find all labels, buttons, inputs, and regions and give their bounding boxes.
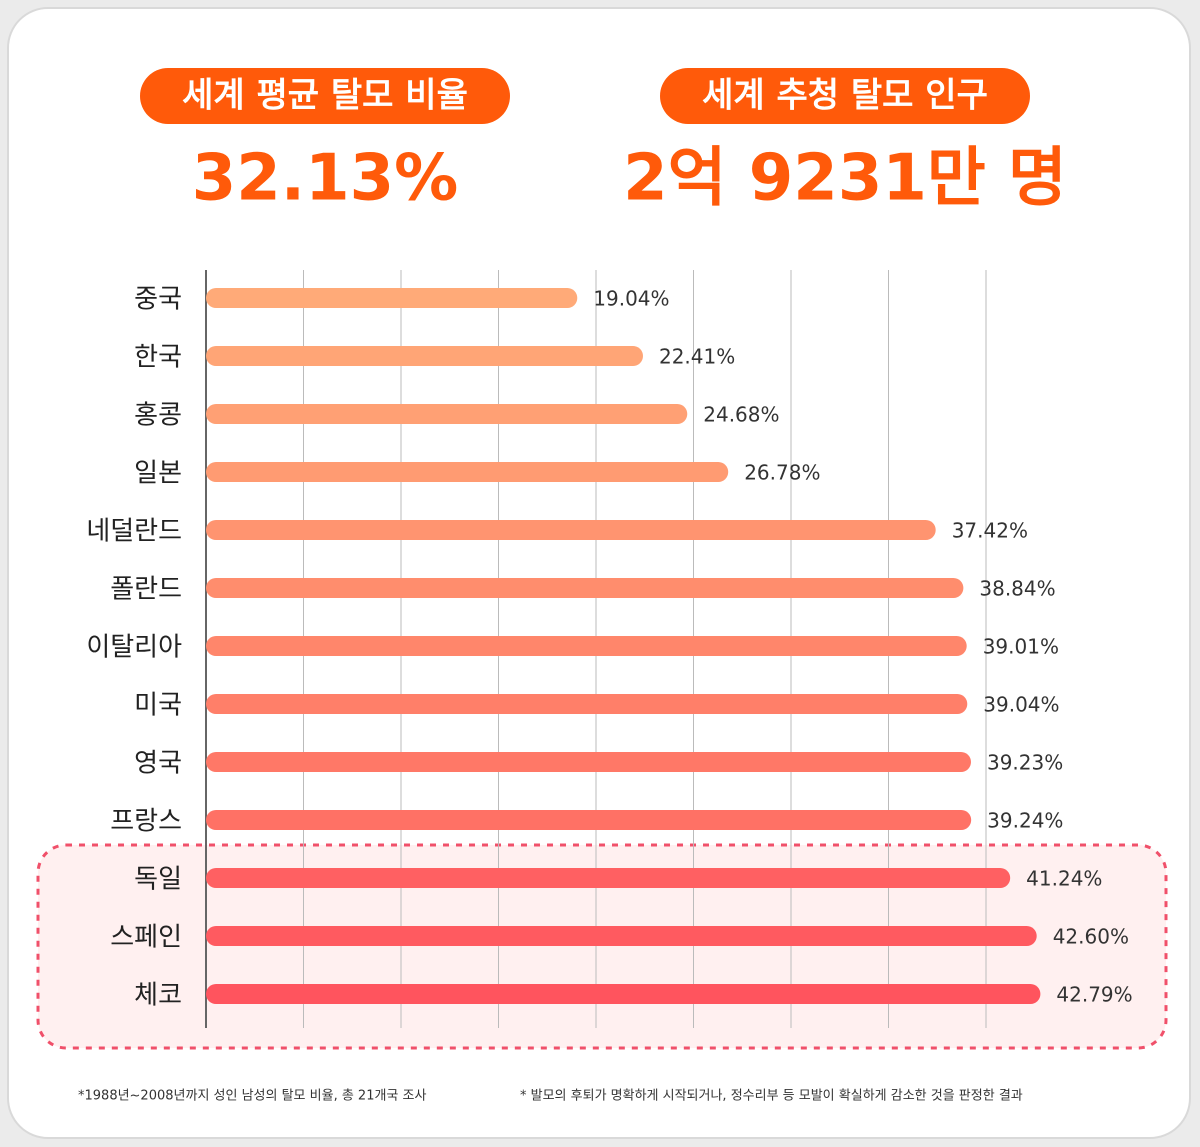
stat-value: 2억 9231만 명 (623, 142, 1067, 216)
value-label: 39.23% (987, 751, 1063, 775)
value-label: 39.01% (983, 635, 1059, 659)
category-label: 중국 (134, 285, 182, 315)
bar (206, 346, 643, 366)
bar (206, 694, 968, 714)
category-label: 영국 (134, 749, 182, 779)
bar (206, 810, 972, 830)
value-label: 41.24% (1026, 867, 1102, 891)
value-label: 42.60% (1053, 925, 1129, 949)
stat-pill (140, 68, 510, 124)
value-label: 42.79% (1056, 983, 1132, 1007)
bar (206, 462, 729, 482)
value-label: 39.04% (983, 693, 1059, 717)
value-label: 26.78% (744, 461, 820, 485)
bar (206, 578, 964, 598)
bar (206, 404, 688, 424)
stat-pill (660, 68, 1030, 124)
value-label: 39.24% (987, 809, 1063, 833)
category-label: 폴란드 (110, 575, 182, 605)
footnote: * 발모의 후퇴가 명확하게 시작되거나, 정수리부 등 모발이 확실하게 감소… (520, 1089, 1023, 1104)
category-label: 프랑스 (110, 807, 182, 837)
category-label: 이탈리아 (86, 633, 182, 663)
category-label: 일본 (134, 459, 182, 489)
stat-label: 세계 추청 탈모 인구 (702, 76, 988, 116)
category-label: 체코 (134, 981, 182, 1011)
stat-label: 세계 평균 탈모 비율 (182, 76, 468, 116)
category-label: 네덜란드 (86, 517, 182, 547)
bar (206, 636, 967, 656)
value-label: 24.68% (703, 403, 779, 427)
bar (206, 984, 1041, 1004)
bar (206, 868, 1011, 888)
category-label: 홍콩 (134, 401, 182, 431)
bar (206, 926, 1037, 946)
value-label: 22.41% (659, 345, 735, 369)
bar (206, 752, 971, 772)
stat-value: 32.13% (192, 142, 459, 216)
category-label: 스페인 (110, 923, 182, 953)
category-label: 한국 (134, 343, 182, 373)
footnote: *1988년~2008년까지 성인 남성의 탈모 비율, 총 21개국 조사 (78, 1089, 426, 1104)
category-label: 독일 (134, 865, 182, 895)
bar (206, 520, 936, 540)
category-label: 미국 (134, 691, 182, 721)
value-label: 19.04% (593, 287, 669, 311)
value-label: 38.84% (979, 577, 1055, 601)
bar (206, 288, 578, 308)
value-label: 37.42% (952, 519, 1028, 543)
